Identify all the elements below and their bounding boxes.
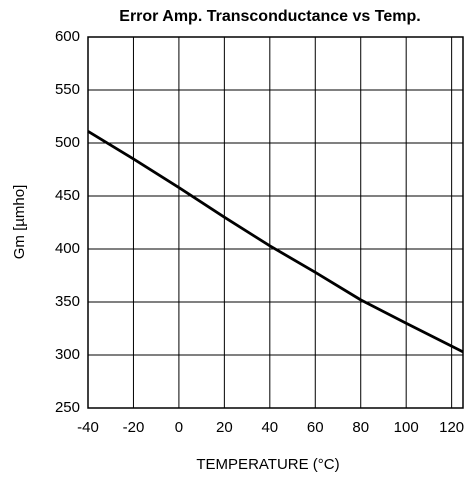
data-line (87, 130, 464, 354)
x-tick-label: 100 (394, 419, 419, 436)
x-tick-label: 120 (439, 419, 464, 436)
y-tick-label: 500 (55, 134, 80, 151)
x-tick-label: 60 (307, 419, 324, 436)
y-tick-label: 400 (55, 240, 80, 257)
x-tick-label: 20 (216, 419, 233, 436)
y-tick-label: 550 (55, 81, 80, 98)
y-axis-label: Gm [µmho] (11, 185, 28, 260)
y-tick-label: 600 (55, 28, 80, 45)
x-tick-label: -20 (123, 419, 145, 436)
plot-frame (87, 36, 464, 409)
y-tick-label: 250 (55, 399, 80, 416)
x-axis-label: TEMPERATURE (°C) (196, 456, 339, 473)
y-tick-label: 300 (55, 346, 80, 363)
y-tick-label: 350 (55, 293, 80, 310)
x-tick-label: 40 (261, 419, 278, 436)
x-tick-label: 80 (352, 419, 369, 436)
x-tick-label: 0 (175, 419, 183, 436)
chart-title: Error Amp. Transconductance vs Temp. (119, 8, 420, 25)
x-tick-label: -40 (77, 419, 99, 436)
y-tick-label: 450 (55, 187, 80, 204)
